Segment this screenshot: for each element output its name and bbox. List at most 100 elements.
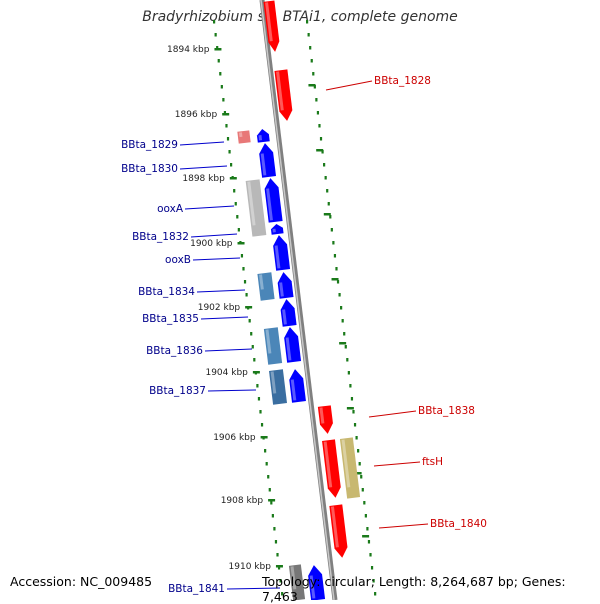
kbp-tick-outer bbox=[339, 342, 347, 345]
label-bbta-1834[interactable]: BBta_1834 bbox=[138, 286, 195, 298]
kbp-tick bbox=[237, 242, 245, 245]
gene-callouts: BBta_1829 BBta_1830 ooxA BBta_1832 ooxB BBta_… bbox=[121, 75, 487, 595]
kbp-label: 1906 kbp bbox=[213, 433, 256, 443]
ring-dot bbox=[306, 20, 309, 24]
gene-bbta-1840 bbox=[329, 504, 348, 558]
ring-dot bbox=[264, 449, 267, 453]
ring-dot bbox=[276, 553, 279, 557]
gene-bbta-1841 bbox=[308, 565, 326, 600]
label-bbta-1836[interactable]: BBta_1836 bbox=[146, 345, 203, 357]
ring-dot bbox=[271, 514, 274, 518]
callout-line bbox=[184, 205, 235, 210]
ring-dot bbox=[361, 488, 364, 492]
ring-dot bbox=[374, 592, 377, 596]
ring-dot bbox=[234, 202, 237, 206]
gene-bbta-1837-partner bbox=[268, 369, 288, 405]
ring-dot bbox=[219, 72, 222, 76]
label-bbta-1830[interactable]: BBta_1830 bbox=[121, 163, 178, 175]
kbp-tick bbox=[229, 177, 237, 180]
ring-dot bbox=[316, 111, 320, 115]
ring-dot bbox=[223, 111, 227, 115]
ring-dot bbox=[273, 527, 276, 531]
ring-dot bbox=[310, 59, 313, 63]
label-ooxb[interactable]: ooxB bbox=[165, 254, 191, 266]
ring-dot bbox=[360, 475, 363, 479]
ring-dot bbox=[353, 423, 357, 427]
ring-dot bbox=[245, 293, 248, 297]
ring-dot bbox=[217, 59, 220, 63]
ring-dot bbox=[369, 553, 372, 557]
kbp-tick bbox=[260, 436, 268, 439]
kbp-tick bbox=[275, 565, 283, 568]
gene-bbta-1836 bbox=[284, 327, 302, 363]
kbp-tick bbox=[214, 48, 222, 51]
label-bbta-1838[interactable]: BBta_1838 bbox=[418, 405, 475, 417]
label-ftsh[interactable]: ftsH bbox=[422, 456, 443, 468]
ring-dot bbox=[372, 579, 375, 583]
ring-dot bbox=[358, 462, 361, 466]
label-bbta-1835[interactable]: BBta_1835 bbox=[142, 313, 199, 325]
ring-dot bbox=[267, 475, 270, 479]
kbp-tick bbox=[245, 306, 253, 309]
label-bbta-1832[interactable]: BBta_1832 bbox=[132, 231, 189, 243]
ring-dot bbox=[265, 462, 268, 466]
kbp-ticks: 1894 kbp 1896 kbp 1898 kbp 1900 kbp 1902 kbp… bbox=[167, 45, 370, 572]
ring-dot bbox=[225, 124, 228, 128]
gene-bbta-1834-partner bbox=[257, 272, 275, 301]
ring-dot bbox=[248, 319, 251, 323]
label-bbta-1841[interactable]: BBta_1841 bbox=[168, 583, 225, 595]
ring-dot bbox=[341, 319, 344, 323]
gene-bbta-1828 bbox=[274, 69, 293, 121]
outer-dotted-ring bbox=[306, 20, 377, 596]
ring-dot bbox=[363, 501, 366, 505]
kbp-label: 1898 kbp bbox=[182, 174, 225, 184]
ring-dot bbox=[222, 98, 225, 102]
ring-dot bbox=[236, 215, 239, 219]
kbp-label: 1902 kbp bbox=[198, 303, 241, 313]
label-bbta-1828[interactable]: BBta_1828 bbox=[374, 75, 431, 87]
kbp-tick-outer bbox=[354, 472, 362, 475]
ring-dot bbox=[355, 436, 358, 440]
ring-dot bbox=[340, 306, 343, 310]
label-bbta-1840[interactable]: BBta_1840 bbox=[430, 518, 487, 530]
ring-dot bbox=[321, 150, 324, 154]
callout-line bbox=[190, 233, 238, 238]
kbp-tick-outer bbox=[346, 407, 354, 410]
ring-dot bbox=[251, 345, 254, 349]
ring-dot bbox=[370, 566, 374, 570]
kbp-tick-outer bbox=[331, 278, 339, 281]
ring-dot bbox=[332, 241, 335, 245]
label-ooxa[interactable]: ooxA bbox=[157, 203, 184, 215]
backbone-highlight bbox=[260, 0, 335, 600]
kbp-tick bbox=[268, 499, 276, 502]
gene-bbta-1834 bbox=[277, 272, 294, 299]
ring-dot bbox=[350, 397, 354, 401]
kbp-tick-outer bbox=[323, 213, 331, 216]
ring-dot bbox=[326, 189, 329, 193]
callout-line bbox=[378, 523, 429, 529]
ring-dot bbox=[214, 33, 217, 37]
kbp-label: 1900 kbp bbox=[190, 239, 233, 249]
ring-dot bbox=[338, 293, 341, 297]
label-bbta-1829[interactable]: BBta_1829 bbox=[121, 139, 178, 151]
callout-line bbox=[226, 587, 281, 590]
ring-dot bbox=[233, 189, 236, 193]
gene-forward bbox=[263, 0, 280, 52]
ring-dot bbox=[250, 332, 253, 336]
ring-dot bbox=[357, 449, 360, 453]
kbp-tick-outer bbox=[362, 535, 370, 538]
ring-dot bbox=[216, 46, 219, 50]
kbp-label: 1910 kbp bbox=[229, 562, 272, 572]
gene-ooxa-partner bbox=[245, 179, 267, 237]
gene-ooxb bbox=[273, 235, 291, 271]
ring-dot bbox=[366, 527, 369, 531]
kbp-label: 1904 kbp bbox=[205, 368, 248, 378]
label-bbta-1837[interactable]: BBta_1837 bbox=[149, 385, 206, 397]
ring-dot bbox=[220, 85, 223, 89]
gene-bbta-1832 bbox=[270, 224, 284, 235]
callout-line bbox=[373, 461, 421, 467]
callout-line bbox=[192, 257, 241, 261]
ring-dot bbox=[347, 371, 350, 375]
accession-text: Accession: NC_009485 bbox=[10, 574, 153, 589]
